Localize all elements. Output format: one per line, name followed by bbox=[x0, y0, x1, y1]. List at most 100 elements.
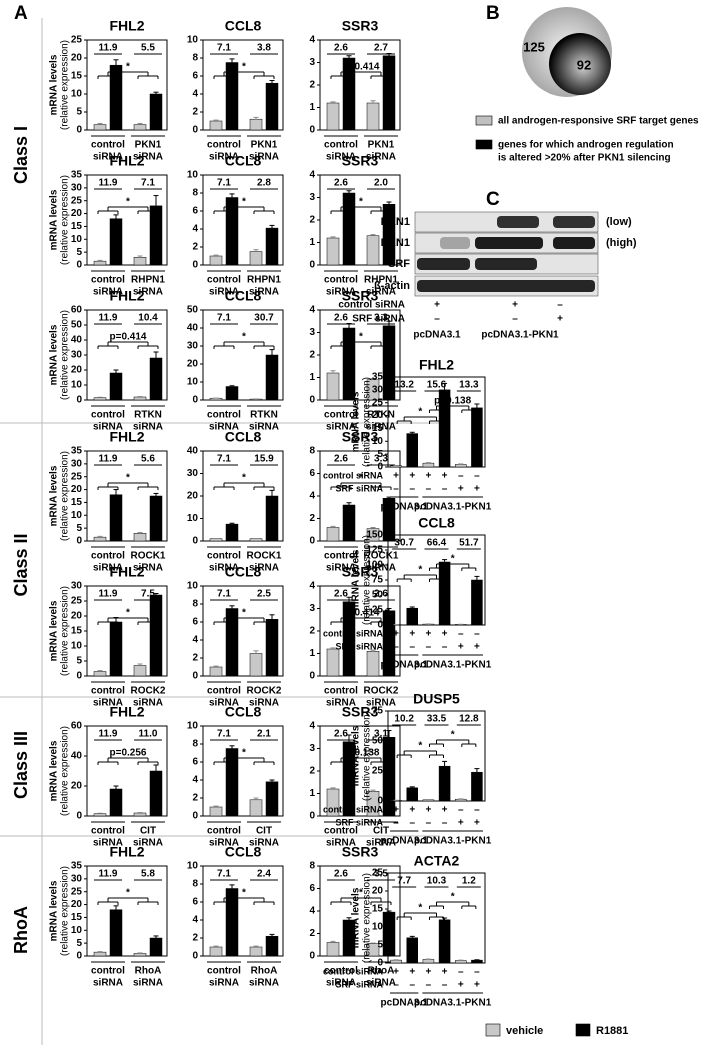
y-axis-label: (relative expression) bbox=[60, 40, 71, 130]
bar bbox=[109, 621, 123, 677]
fold-label: 7.1 bbox=[217, 43, 231, 54]
y-axis-label: mRNA levels bbox=[49, 465, 60, 526]
x-category-label: control bbox=[91, 410, 125, 421]
y-tick-label: 20 bbox=[71, 53, 83, 64]
blot-band bbox=[553, 237, 595, 249]
x-category-label: siRNA bbox=[366, 978, 396, 989]
chart-title: CCL8 bbox=[225, 429, 262, 445]
bar bbox=[93, 260, 107, 266]
y-tick-label: 6 bbox=[192, 71, 198, 82]
fold-label: 11.9 bbox=[99, 178, 118, 189]
x-category-label: ROCK1 bbox=[130, 551, 165, 562]
blot-note: (high) bbox=[606, 237, 637, 249]
condition-mark: + bbox=[557, 314, 563, 325]
condition-mark: + bbox=[409, 629, 415, 640]
condition-mark: – bbox=[458, 805, 464, 816]
fold-label: 2.6 bbox=[334, 313, 348, 324]
y-tick-label: 50 bbox=[372, 736, 384, 747]
bar bbox=[406, 433, 418, 468]
row-group-label: Class III bbox=[11, 731, 31, 799]
y-tick-label: 4 bbox=[192, 635, 198, 646]
y-tick-label: 2 bbox=[309, 766, 315, 777]
y-tick-label: 20 bbox=[187, 491, 199, 502]
condition-mark: – bbox=[442, 818, 448, 829]
y-tick-label: 2 bbox=[192, 933, 198, 944]
x-category-label: siRNA bbox=[93, 287, 123, 298]
y-axis-label: mRNA levels bbox=[49, 324, 60, 385]
bar bbox=[149, 495, 163, 542]
fold-label: 66.4 bbox=[427, 538, 447, 549]
y-tick-label: 3 bbox=[309, 743, 315, 754]
condition-mark: + bbox=[512, 300, 518, 311]
y-tick-label: 1 bbox=[309, 372, 315, 383]
x-category-label: RTKN bbox=[367, 410, 395, 421]
fold-label: 7.1 bbox=[217, 313, 231, 324]
x-category-label: RHPN1 bbox=[131, 275, 165, 286]
bar bbox=[109, 218, 123, 266]
panel-label: A bbox=[14, 3, 28, 24]
fold-label: 11.9 bbox=[99, 589, 118, 600]
blot-band bbox=[440, 237, 470, 249]
bar bbox=[342, 504, 356, 542]
fold-label: 51.7 bbox=[459, 538, 479, 549]
bar bbox=[133, 396, 147, 401]
chart-title: CCL8 bbox=[418, 515, 455, 531]
condition-mark: – bbox=[426, 818, 432, 829]
condition-mark: – bbox=[557, 300, 563, 311]
y-tick-label: 20 bbox=[71, 365, 83, 376]
bar bbox=[133, 953, 147, 957]
condition-mark: – bbox=[458, 967, 464, 978]
y-tick-label: 4 bbox=[309, 721, 315, 732]
condition-mark: + bbox=[393, 629, 399, 640]
y-tick-label: 25 bbox=[372, 397, 384, 408]
fold-label: 7.5 bbox=[141, 589, 155, 600]
bar bbox=[342, 192, 356, 266]
y-tick-label: 20 bbox=[71, 899, 83, 910]
x-category-label: siRNA bbox=[326, 978, 356, 989]
condition-mark: + bbox=[425, 805, 431, 816]
condition-mark: – bbox=[393, 484, 399, 495]
y-tick-label: 0 bbox=[76, 671, 82, 682]
bar bbox=[225, 62, 239, 131]
bar bbox=[93, 671, 107, 677]
plot-frame bbox=[86, 174, 168, 266]
bar bbox=[133, 812, 147, 817]
y-axis-label: mRNA levels bbox=[351, 725, 362, 786]
plot-frame bbox=[86, 450, 168, 542]
y-tick-label: 10 bbox=[187, 861, 199, 872]
x-category-label: RhoA bbox=[368, 966, 395, 977]
y-tick-label: 40 bbox=[71, 335, 83, 346]
bar bbox=[109, 494, 123, 542]
chart-title: SSR3 bbox=[342, 564, 379, 580]
plot-frame bbox=[202, 585, 284, 677]
comparison-label: * bbox=[242, 888, 246, 899]
chart-title: CCL8 bbox=[225, 704, 262, 720]
bar bbox=[326, 527, 340, 542]
comparison-label: p=0.138 bbox=[343, 748, 380, 759]
y-tick-label: 30 bbox=[71, 581, 83, 592]
x-category-label: CIT bbox=[373, 826, 389, 837]
y-tick-label: 6 bbox=[192, 206, 198, 217]
x-category-label: siRNA bbox=[133, 287, 163, 298]
y-tick-label: 25 bbox=[71, 195, 83, 206]
x-category-label: siRNA bbox=[93, 422, 123, 433]
y-tick-label: 4 bbox=[192, 915, 198, 926]
x-category-label: control bbox=[91, 966, 125, 977]
chart-title: ACTA2 bbox=[414, 853, 460, 869]
x-category-label: siRNA bbox=[93, 563, 123, 574]
y-tick-label: 4 bbox=[309, 581, 315, 592]
x-category-label: RTKN bbox=[250, 410, 278, 421]
y-tick-label: 4 bbox=[192, 775, 198, 786]
x-category-label: control bbox=[207, 966, 241, 977]
bar bbox=[406, 937, 418, 964]
x-category-label: siRNA bbox=[326, 698, 356, 709]
y-tick-label: 2 bbox=[192, 242, 198, 253]
y-tick-label: 8 bbox=[192, 739, 198, 750]
x-category-label: siRNA bbox=[133, 152, 163, 163]
y-tick-label: 40 bbox=[71, 751, 83, 762]
condition-mark: – bbox=[426, 980, 432, 991]
plot-frame bbox=[86, 39, 168, 131]
venn-inner bbox=[549, 33, 611, 95]
y-tick-label: 4 bbox=[309, 305, 315, 316]
legend-text: genes for which androgen regulation bbox=[498, 140, 674, 151]
